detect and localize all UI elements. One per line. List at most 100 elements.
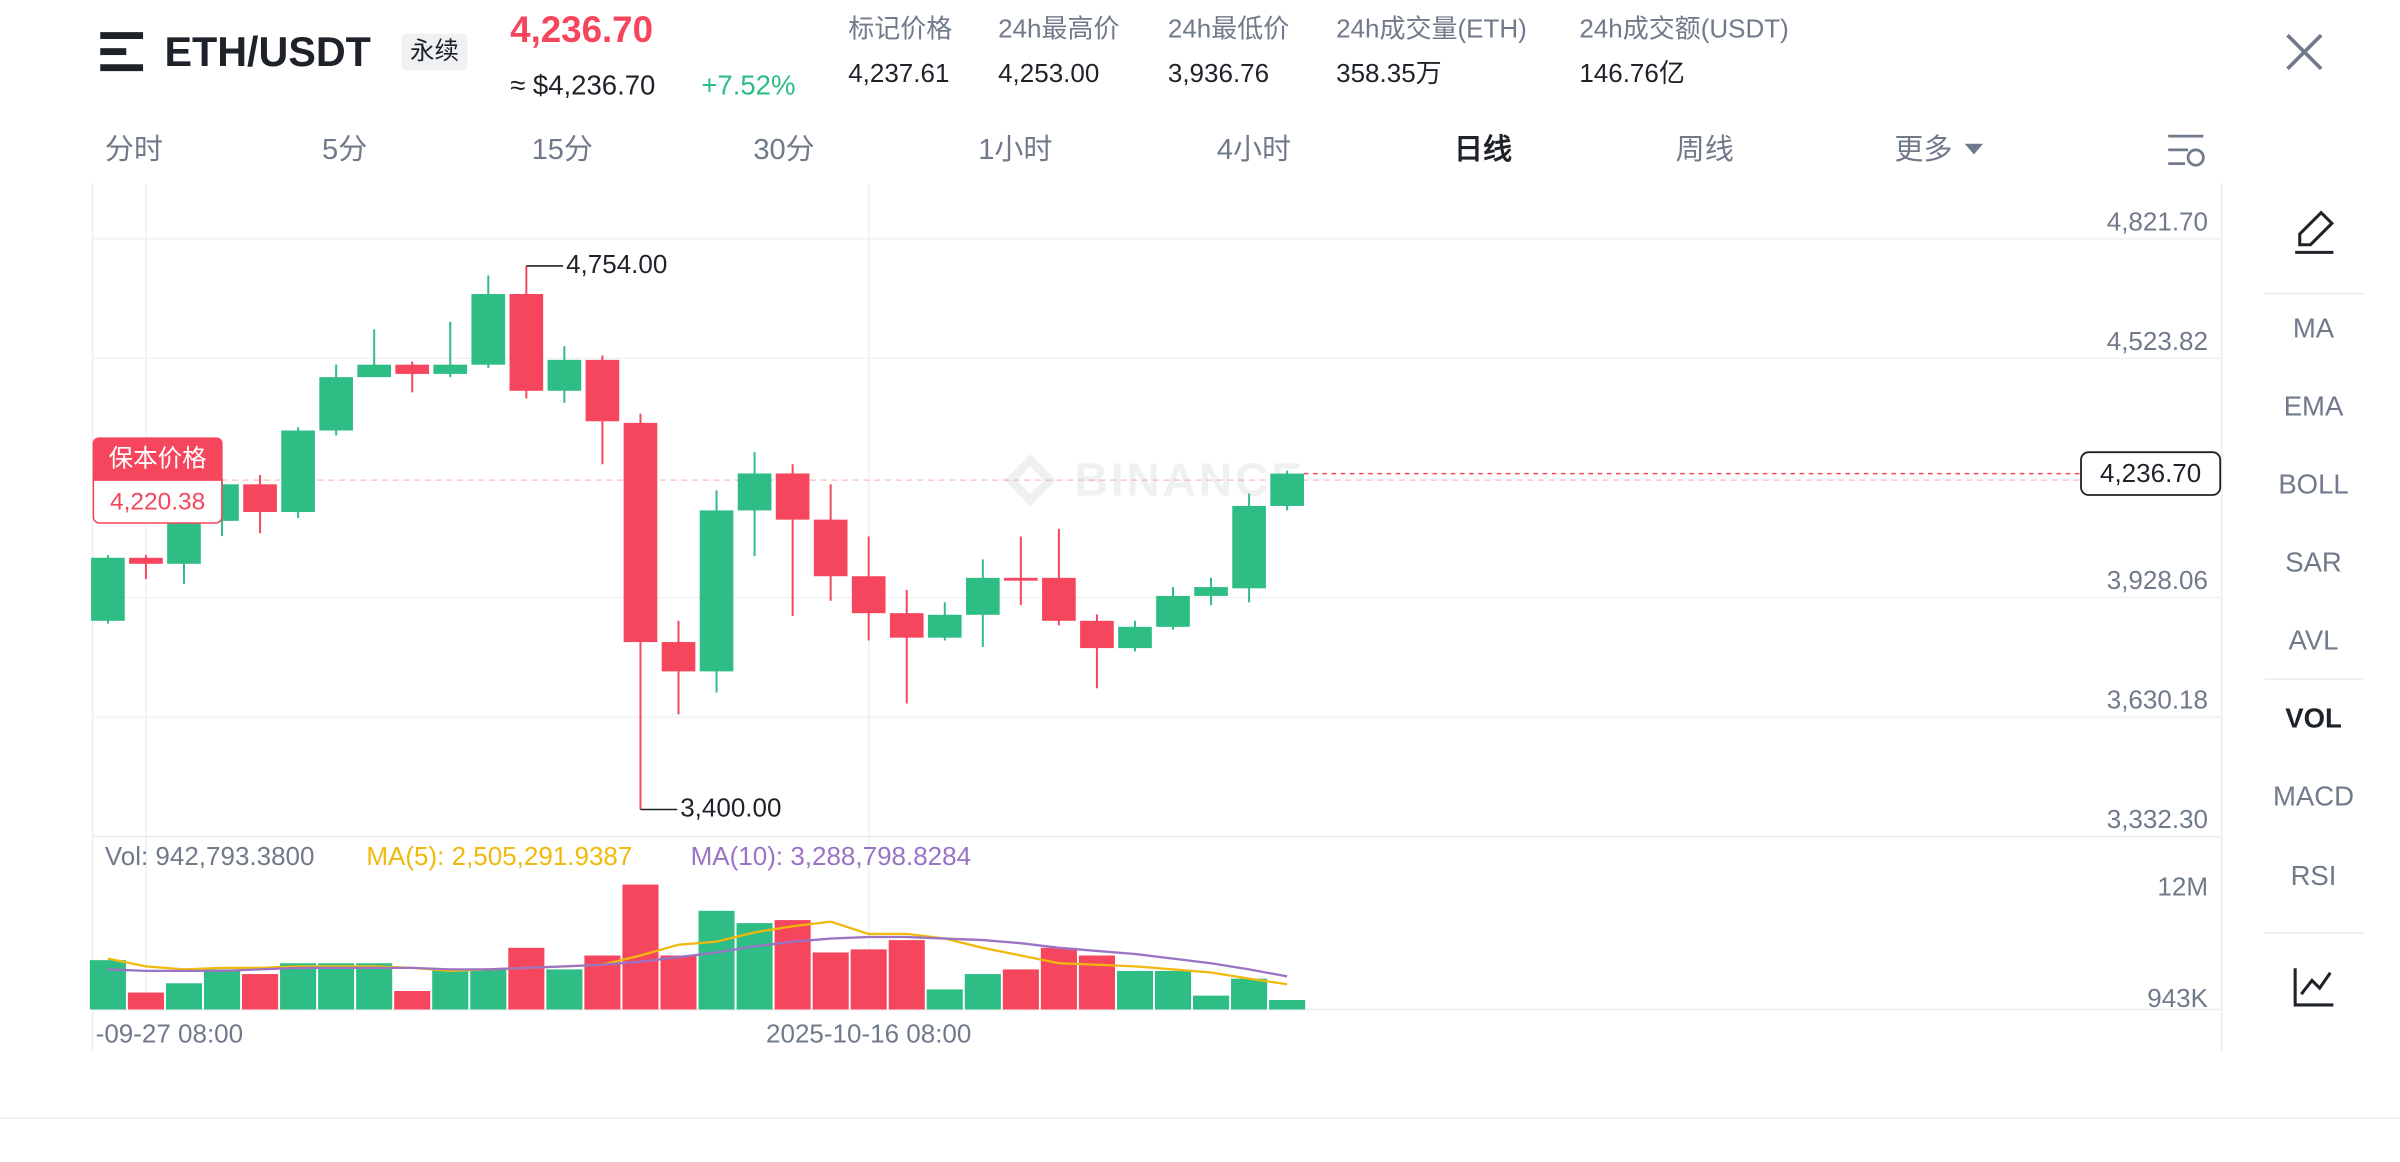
candle-body (509, 294, 544, 391)
dropdown-arrow (1964, 143, 1984, 155)
candle-body (623, 422, 658, 643)
volume-bar (1002, 969, 1039, 1010)
candle-body (1194, 587, 1228, 596)
volume-bar (546, 969, 583, 1010)
close-button[interactable] (2286, 33, 2323, 71)
watermark: BINANCE (1075, 453, 1305, 505)
stat-label: 24h最低价 (1168, 13, 1289, 43)
candle-body (395, 364, 430, 374)
volume-bar (127, 992, 164, 1010)
timeframe-tab[interactable]: 更多 (1894, 133, 1952, 166)
indicator-button[interactable]: VOL (2285, 703, 2342, 734)
stat-value: 4,253.00 (998, 58, 1099, 88)
candle-body (1232, 505, 1266, 589)
candle-body (281, 430, 315, 513)
candle-body (129, 557, 163, 564)
indicator-button[interactable]: SAR (2285, 547, 2342, 578)
volume-bar (964, 974, 1001, 1010)
badge-bg (401, 33, 468, 71)
candle-body (661, 642, 696, 672)
volume-bar (1154, 970, 1192, 1010)
timeframe-tab[interactable]: 分时 (105, 133, 163, 166)
candle-body (889, 613, 924, 638)
breakeven-value-box (92, 479, 223, 524)
ma-line (107, 920, 1288, 986)
volume-bar (812, 952, 849, 1010)
volume-bar (318, 963, 355, 1010)
volume-bar (89, 960, 126, 1010)
volume-bar (660, 955, 697, 1010)
indicator-button[interactable]: BOLL (2278, 469, 2348, 500)
volume-bar (1269, 1000, 1306, 1010)
candle-body (699, 510, 734, 672)
volume-bar (888, 940, 925, 1010)
volume-bar (736, 923, 773, 1010)
candle-body (471, 294, 506, 365)
stat-value: 146.76亿 (1579, 58, 1685, 88)
candle-body (1156, 595, 1190, 627)
y-tick-label: 4,523.82 (2107, 326, 2208, 356)
volume-legend: Vol: 942,793.3800 (105, 841, 315, 871)
x-tick-label: 2025-10-16 08:00 (766, 1018, 971, 1048)
volume-bar (1231, 978, 1268, 1010)
annotation-label: 3,400.00 (680, 792, 781, 822)
candle-body (775, 473, 810, 520)
candle-body (1004, 577, 1038, 581)
y-tick-label: 4,821.70 (2107, 206, 2208, 236)
chart-icon[interactable] (2293, 968, 2334, 1007)
indicator-button[interactable]: RSI (2291, 860, 2337, 891)
volume-bar (774, 920, 811, 1010)
timeframe-tab[interactable]: 1小时 (978, 133, 1052, 166)
candle-body (433, 364, 468, 374)
candle-body (1080, 620, 1114, 649)
timeframe-tab[interactable]: 30分 (753, 134, 814, 166)
volume-bar (356, 963, 393, 1010)
last-price-box (2080, 451, 2222, 496)
stat-value: 4,237.61 (848, 58, 949, 88)
timeframe-tab[interactable]: 15分 (532, 134, 593, 166)
breakeven-name: 保本价格 (109, 445, 207, 473)
pencil-icon[interactable] (2295, 210, 2335, 254)
volume-bar (470, 969, 507, 1010)
volume-bar (1040, 947, 1077, 1010)
indicator-button[interactable]: EMA (2284, 391, 2344, 422)
volume-bar (165, 983, 203, 1010)
last-price-label: 4,236.70 (2100, 458, 2201, 488)
timeframe-tab[interactable]: 5分 (322, 134, 367, 166)
candle-body (91, 557, 125, 621)
candle-body (585, 359, 620, 422)
y-tick-label: 3,630.18 (2107, 685, 2208, 715)
indicator-button[interactable]: AVL (2289, 625, 2339, 656)
volume-bar (508, 947, 545, 1010)
volume-bar (1193, 995, 1230, 1010)
timeframe-tab[interactable]: 周线 (1676, 133, 1734, 166)
y-tick-label: 3,332.30 (2107, 804, 2208, 834)
ma-legend: MA(10): 3,288,798.8284 (691, 841, 971, 871)
indicator-button[interactable]: MA (2293, 313, 2335, 344)
volume-bar (394, 990, 431, 1010)
watermark-logo (1004, 454, 1057, 507)
stat-value: 3,936.76 (1168, 58, 1269, 88)
candle-body (1042, 577, 1076, 621)
timeframe-tab[interactable]: 日线 (1454, 133, 1512, 166)
ma-legend: MA(5): 2,505,291.9387 (366, 841, 632, 871)
volume-bar (280, 963, 317, 1010)
volume-bar (1116, 970, 1154, 1010)
candle-body (851, 576, 886, 614)
indicator-button[interactable]: MACD (2273, 781, 2354, 812)
stat-value: 358.35万 (1336, 58, 1442, 88)
candle-body (1270, 473, 1304, 506)
candle-body (813, 519, 848, 577)
x-tick-label: -09-27 08:00 (96, 1018, 243, 1048)
candle-body (547, 359, 582, 391)
last-price: 4,236.70 (510, 9, 653, 50)
stat-label: 24h最高价 (998, 13, 1119, 43)
timeframe-tab[interactable]: 4小时 (1217, 133, 1291, 166)
candle-body (927, 614, 962, 638)
volume-bar (432, 969, 469, 1010)
candle-body (243, 484, 277, 513)
pair[interactable]: ETH/USDT (164, 29, 370, 75)
settings-icon[interactable] (2168, 134, 2205, 167)
